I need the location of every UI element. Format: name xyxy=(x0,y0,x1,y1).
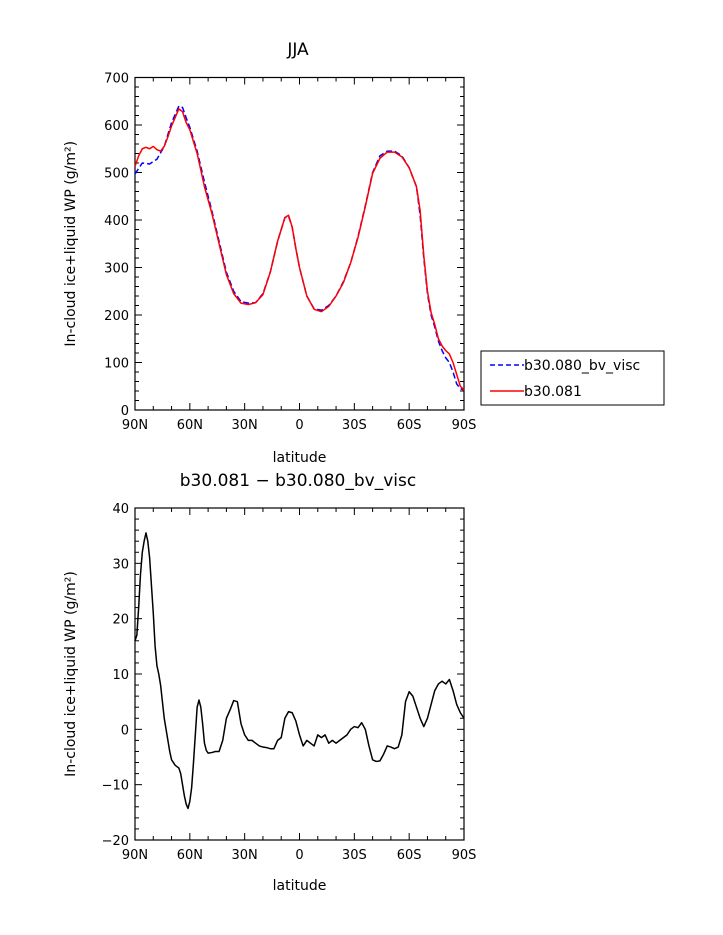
bottom-x-tick-label: 90S xyxy=(452,848,477,863)
top-series-group xyxy=(134,105,465,391)
bottom-chart-title: b30.081 − b30.080_bv_visc xyxy=(180,471,416,491)
bottom-y-tick-label: 10 xyxy=(112,668,129,683)
bottom-x-tick-label: 30S xyxy=(342,848,367,863)
legend-box xyxy=(480,350,665,406)
bottom-y-tick-label: 40 xyxy=(112,502,129,517)
top-x-tick-label: 90N xyxy=(122,418,148,433)
bottom-x-tick-label: 60S xyxy=(397,848,422,863)
top-x-tick-label: 30N xyxy=(232,418,258,433)
legend: b30.080_bv_visc b30.081 xyxy=(480,350,665,406)
bottom-panel: b30.081 − b30.080_bv_visc 90N 60N 30N 0 30S 6… xyxy=(63,471,476,894)
bottom-x-tick-label: 0 xyxy=(295,848,303,863)
bottom-series-line-0 xyxy=(134,532,465,810)
top-y-tick-label: 500 xyxy=(104,167,129,182)
bottom-x-axis-label: latitude xyxy=(273,878,327,894)
top-y-tick-label: 100 xyxy=(104,357,129,372)
bottom-plot-frame xyxy=(134,507,465,841)
top-x-tick-label: 90S xyxy=(452,418,477,433)
bottom-y-tick-label: 0 xyxy=(121,723,129,738)
top-x-tick-label: 60N xyxy=(177,418,203,433)
bottom-x-tick-label: 60N xyxy=(177,848,203,863)
top-y-tick-label: 400 xyxy=(104,214,129,229)
bottom-y-tick-label: −10 xyxy=(102,779,129,794)
top-chart-title: JJA xyxy=(286,40,309,60)
top-series-line-0 xyxy=(134,105,465,391)
top-series-line-1 xyxy=(134,108,465,391)
bottom-y-tick-label: −20 xyxy=(102,834,129,849)
bottom-series-group xyxy=(134,532,465,810)
bottom-y-tick-label: 20 xyxy=(112,613,129,628)
bottom-y-tick-label: 30 xyxy=(112,557,129,572)
top-axis-ticks: 90N 60N 30N 0 30S 60S 90S 0 100 200 300 400 500 600 70… xyxy=(104,72,476,434)
bottom-x-tick-label: 30N xyxy=(232,848,258,863)
top-y-tick-label: 200 xyxy=(104,309,129,324)
top-panel: JJA 90N 60N 30N 0 30S 60S 90S 0 100 200 300 400 500 6… xyxy=(63,40,476,466)
top-x-axis-label: latitude xyxy=(273,450,327,466)
legend-label-b30-080-bv-visc: b30.080_bv_visc xyxy=(524,358,640,374)
top-x-tick-label: 0 xyxy=(295,418,303,433)
top-y-tick-label: 700 xyxy=(104,72,129,87)
top-y-tick-label: 300 xyxy=(104,262,129,277)
bottom-y-axis-label: In-cloud ice+liquid WP (g/m²) xyxy=(63,571,79,777)
top-plot-frame xyxy=(134,76,465,411)
bottom-x-tick-label: 90N xyxy=(122,848,148,863)
bottom-axis-ticks: 90N 60N 30N 0 30S 60S 90S −20 −10 0 10 20 30 40 xyxy=(102,502,477,863)
legend-label-b30-081: b30.081 xyxy=(524,384,582,400)
top-y-axis-label: In-cloud ice+liquid WP (g/m²) xyxy=(63,141,79,347)
top-y-tick-label: 0 xyxy=(121,404,129,419)
top-x-tick-label: 30S xyxy=(342,418,367,433)
top-x-tick-label: 60S xyxy=(397,418,422,433)
top-y-tick-label: 600 xyxy=(104,119,129,134)
